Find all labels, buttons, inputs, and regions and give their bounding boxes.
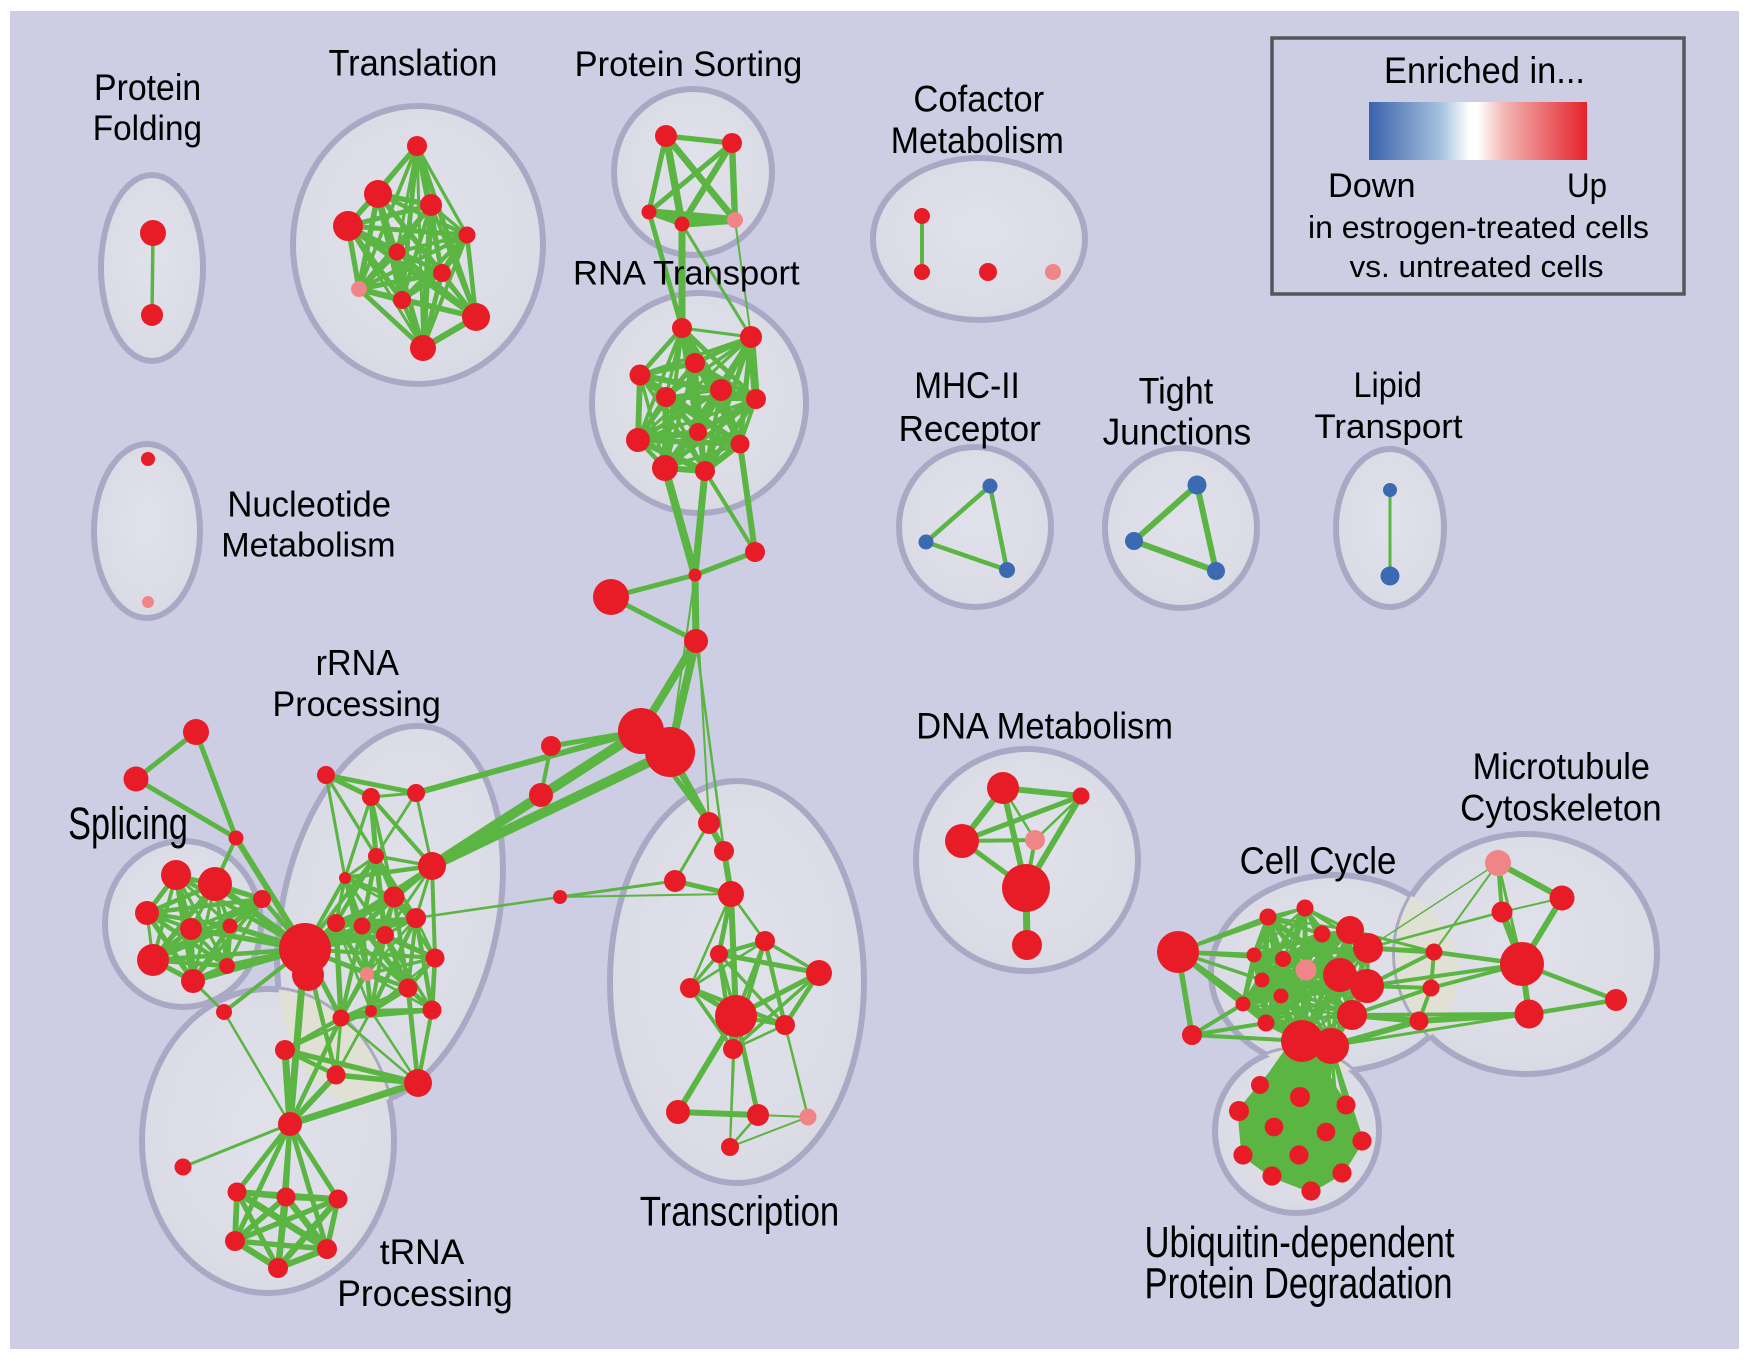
svg-text:Nucleotide: Nucleotide <box>227 484 391 525</box>
svg-text:Lipid: Lipid <box>1354 366 1422 405</box>
svg-text:Metabolism: Metabolism <box>221 527 395 565</box>
svg-text:Microtubule: Microtubule <box>1473 746 1650 787</box>
svg-text:Protein: Protein <box>94 67 201 108</box>
svg-text:Receptor: Receptor <box>899 408 1041 449</box>
svg-text:Translation: Translation <box>328 41 497 83</box>
svg-text:Metabolism: Metabolism <box>891 119 1064 161</box>
svg-text:tRNA: tRNA <box>380 1232 465 1272</box>
svg-text:Protein Sorting: Protein Sorting <box>575 44 803 84</box>
svg-text:Cell Cycle: Cell Cycle <box>1240 839 1397 881</box>
svg-text:rRNA: rRNA <box>316 642 399 683</box>
svg-text:RNA Transport: RNA Transport <box>573 254 800 292</box>
svg-text:Junctions: Junctions <box>1103 411 1252 452</box>
svg-text:Transcription: Transcription <box>640 1187 840 1234</box>
svg-text:Cytoskeleton: Cytoskeleton <box>1460 788 1661 829</box>
svg-text:Processing: Processing <box>273 685 441 724</box>
svg-text:in estrogen-treated cells: in estrogen-treated cells <box>1308 209 1649 245</box>
svg-text:Transport: Transport <box>1314 408 1463 446</box>
svg-text:vs. untreated cells: vs. untreated cells <box>1350 249 1604 284</box>
svg-text:Cofactor: Cofactor <box>913 78 1044 120</box>
svg-text:Up: Up <box>1567 167 1607 205</box>
svg-text:Enriched in...: Enriched in... <box>1384 50 1585 91</box>
svg-text:Ubiquitin-dependent: Ubiquitin-dependent <box>1144 1219 1454 1267</box>
svg-text:Down: Down <box>1328 167 1416 205</box>
svg-text:Processing: Processing <box>337 1272 513 1314</box>
svg-text:Protein Degradation: Protein Degradation <box>1145 1260 1453 1308</box>
svg-text:DNA Metabolism: DNA Metabolism <box>916 706 1173 747</box>
svg-text:Tight: Tight <box>1139 371 1214 412</box>
svg-text:Folding: Folding <box>93 108 202 148</box>
svg-text:Splicing: Splicing <box>68 798 188 849</box>
svg-text:MHC-II: MHC-II <box>914 364 1020 406</box>
